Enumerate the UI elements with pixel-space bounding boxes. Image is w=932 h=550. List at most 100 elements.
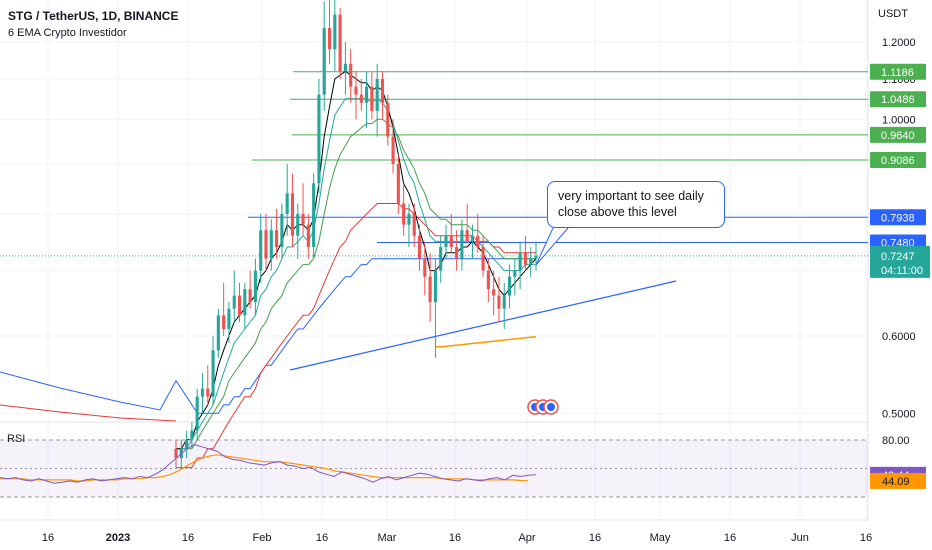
chart-grid	[0, 0, 869, 521]
candle-body	[280, 213, 284, 248]
candle-body	[449, 235, 453, 248]
event-flag-icon-inner	[547, 403, 555, 411]
candle-body	[343, 63, 347, 72]
level-tag-label: 1.1186	[881, 67, 914, 79]
price-tick-label: 0.6000	[882, 331, 916, 343]
candle-body	[513, 270, 517, 277]
candle-body	[312, 183, 316, 248]
rsi-ma-tag	[870, 472, 926, 489]
candle-body	[248, 289, 252, 303]
candle-body	[333, 14, 337, 50]
candle-body	[195, 396, 199, 431]
countdown-label: 04:11:00	[881, 265, 923, 277]
time-tick-label: 16	[449, 532, 461, 544]
callout-note[interactable]: very important to see daily close above …	[547, 181, 725, 228]
ascending-trendline	[289, 280, 677, 371]
candle-body	[253, 270, 257, 303]
price-tick-label: 1.0000	[882, 114, 916, 126]
candlesticks	[174, 0, 538, 468]
candle-body	[317, 94, 321, 184]
candle-body	[375, 78, 379, 111]
callout-line-2: close above this level	[558, 205, 677, 219]
candle-body	[227, 308, 231, 329]
candle-body	[523, 252, 527, 265]
rsi-label[interactable]: RSI	[7, 433, 26, 445]
level-tag	[870, 151, 926, 168]
level-tag-label: 0.7938	[881, 212, 915, 224]
candle-body	[269, 230, 273, 259]
currency-label: USDT	[878, 8, 908, 20]
candle-body	[476, 235, 480, 248]
candle-body	[306, 224, 310, 248]
candle-body	[174, 448, 178, 459]
candle-body	[200, 388, 205, 397]
candle-body	[190, 430, 194, 440]
ema-blue	[0, 258, 536, 414]
ema-lines	[0, 70, 537, 469]
candle-body	[301, 213, 305, 225]
candle-body	[338, 14, 342, 72]
candle-body	[497, 295, 501, 309]
price-tick-label: 0.5000	[882, 408, 916, 420]
time-tick-label: 2023	[106, 532, 130, 544]
time-tick-label: 16	[316, 532, 328, 544]
candle-body	[417, 235, 422, 259]
callout-line-1: very important to see daily	[558, 189, 704, 203]
time-tick-label: Jun	[791, 532, 809, 544]
candle-body	[185, 439, 189, 449]
rsi-band	[0, 440, 868, 497]
candle-body	[365, 86, 369, 103]
time-tick-label: 16	[724, 532, 736, 544]
candle-body	[322, 28, 326, 95]
rsi-line	[0, 444, 537, 484]
last-price-tag	[870, 245, 930, 278]
time-tick-label: Apr	[518, 532, 535, 544]
level-tag	[870, 126, 926, 143]
candle-body	[211, 350, 215, 397]
candle-body	[380, 78, 385, 103]
candle-body	[407, 213, 411, 225]
candle-body	[232, 295, 236, 309]
time-tick-label: 16	[860, 532, 872, 544]
candle-body	[402, 203, 406, 225]
rsi-ma-label: 44.09	[882, 476, 910, 488]
price-axis: USDT1.20001.10001.00000.60000.50001.1186…	[870, 8, 930, 489]
indicator-author: 6 EMA Crypto Investidor	[8, 27, 127, 39]
candle-body	[290, 193, 295, 236]
candle-body	[359, 94, 363, 103]
candle-body	[391, 136, 395, 165]
candle-body	[518, 252, 522, 271]
candle-body	[386, 102, 390, 137]
candle-body	[460, 230, 464, 259]
ema-green-fast	[176, 97, 536, 450]
candle-body	[285, 193, 289, 214]
candle-body	[259, 230, 263, 271]
level-tag-label: 1.0486	[881, 94, 915, 106]
time-tick-label: 16	[182, 532, 194, 544]
level-tag	[870, 209, 926, 226]
candle-body	[529, 258, 533, 265]
symbol-title[interactable]: STG / TetherUS, 1D, BINANCE	[8, 9, 179, 23]
time-axis: 16 2023 16 Feb 16 Mar 16 Apr 16 May 16 Jun 16	[42, 532, 872, 544]
event-icons[interactable]	[527, 399, 559, 415]
candle-body	[470, 235, 475, 242]
time-tick-label: Feb	[253, 532, 272, 544]
level-tag-label: 0.9086	[881, 155, 915, 167]
ema-red-left	[0, 404, 177, 422]
rsi-upper-tick: 80.00	[882, 435, 910, 447]
candle-body	[349, 63, 353, 87]
candle-body	[264, 230, 268, 259]
time-tick-label: 16	[589, 532, 601, 544]
time-tick-label: Mar	[378, 532, 397, 544]
candle-body	[492, 289, 496, 296]
candle-body	[507, 276, 512, 296]
candle-body	[354, 86, 358, 95]
candle-body	[296, 213, 300, 236]
candle-body	[370, 86, 374, 111]
candle-body	[412, 213, 416, 236]
candle-body	[423, 258, 427, 277]
candle-body	[502, 295, 506, 309]
candle-body	[439, 247, 443, 271]
candle-body	[237, 295, 242, 316]
